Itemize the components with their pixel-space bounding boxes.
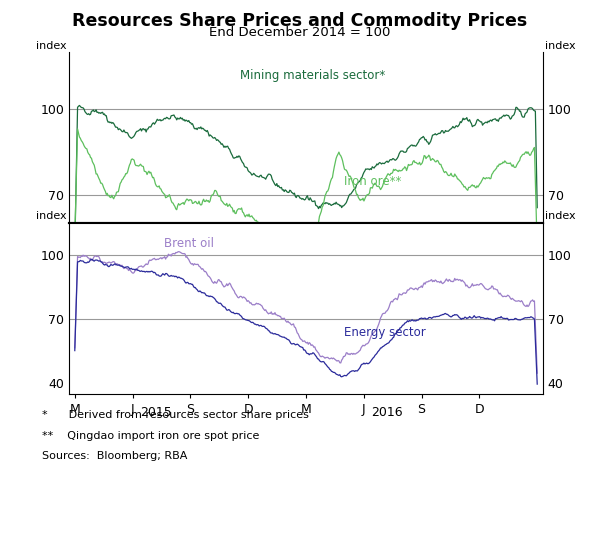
Text: 2016: 2016 — [371, 406, 403, 419]
Text: index: index — [545, 41, 576, 51]
Text: Sources:  Bloomberg; RBA: Sources: Bloomberg; RBA — [42, 451, 187, 461]
Text: Resources Share Prices and Commodity Prices: Resources Share Prices and Commodity Pri… — [73, 12, 527, 30]
Text: Energy sector: Energy sector — [344, 326, 425, 339]
Text: index: index — [545, 212, 576, 222]
Text: End December 2014 = 100: End December 2014 = 100 — [209, 26, 391, 40]
Text: *      Derived from resources sector share prices: * Derived from resources sector share pr… — [42, 410, 309, 420]
Text: Brent oil: Brent oil — [164, 237, 214, 250]
Text: 2015: 2015 — [140, 406, 172, 419]
Text: index: index — [36, 212, 67, 222]
Text: Mining materials sector*: Mining materials sector* — [239, 69, 385, 83]
Text: **    Qingdao import iron ore spot price: ** Qingdao import iron ore spot price — [42, 431, 259, 441]
Text: index: index — [36, 41, 67, 51]
Text: Iron ore**: Iron ore** — [344, 175, 401, 188]
